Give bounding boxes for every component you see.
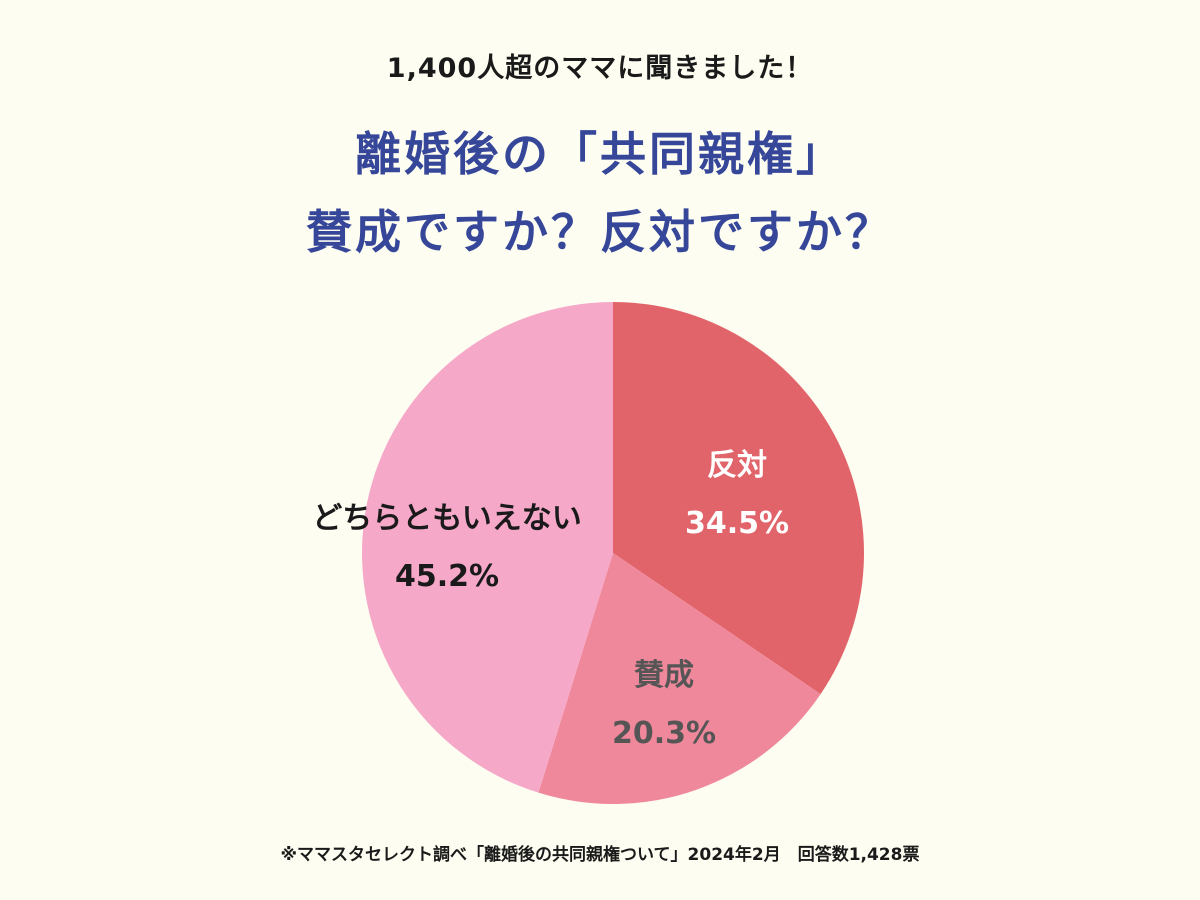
slice-label: 賛成 — [634, 658, 694, 693]
slice-label: どちらともいえない — [312, 501, 581, 536]
slice-sansei — [538, 553, 821, 804]
slice-value-label: 34.5% — [685, 506, 789, 541]
chart-subtitle: 1,400人超のママに聞きました！ — [386, 53, 814, 84]
slice-value-label: 45.2% — [395, 559, 499, 594]
chart-title-line-1: 離婚後の「共同親権」 — [355, 127, 845, 181]
source-footnote: ※ママスタセレクト調べ「離婚後の共同親権ついて」2024年2月 回答数1,428… — [280, 845, 920, 865]
chart-title-line-2: 賛成ですか？反対ですか？ — [306, 205, 894, 259]
slice-value-label: 20.3% — [612, 716, 716, 751]
slice-hantai — [613, 302, 865, 695]
slice-dochira — [361, 302, 613, 793]
slice-label: 反対 — [707, 448, 767, 483]
